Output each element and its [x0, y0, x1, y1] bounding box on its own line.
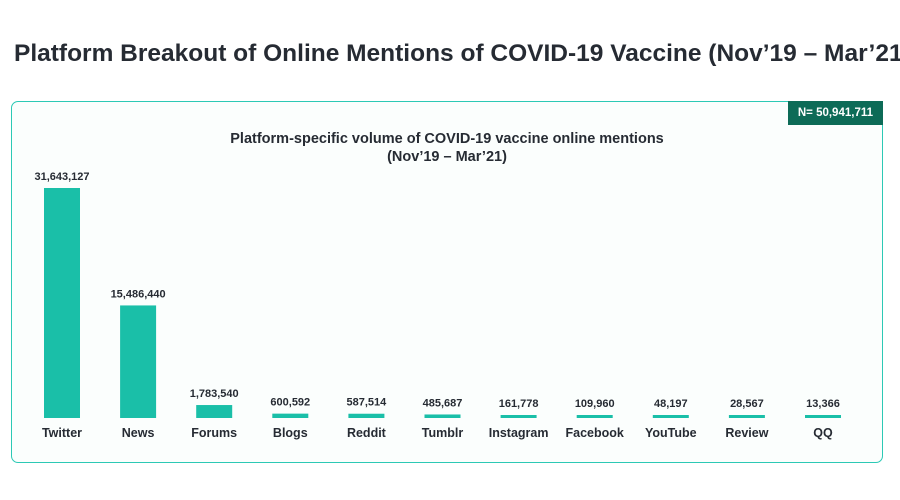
bar-tumblr — [424, 414, 461, 418]
category-label-forums: Forums — [191, 426, 237, 440]
data-label-reddit: 587,514 — [347, 397, 388, 409]
chart-title: Platform-specific volume of COVID-19 vac… — [230, 131, 664, 147]
category-label-tumblr: Tumblr — [422, 426, 464, 440]
category-label-instagram: Instagram — [489, 426, 549, 440]
category-label-twitter: Twitter — [42, 426, 82, 440]
category-label-reddit: Reddit — [347, 426, 387, 440]
bar-qq — [805, 415, 841, 418]
data-label-youtube: 48,197 — [654, 398, 688, 410]
bar-reddit — [348, 413, 385, 418]
chart-panel: N= 50,941,711 Platform-specific volume o… — [11, 101, 883, 463]
data-label-review: 28,567 — [730, 398, 764, 410]
sample-size-badge: N= 50,941,711 — [787, 101, 883, 125]
data-label-instagram: 161,778 — [499, 398, 539, 410]
category-label-blogs: Blogs — [273, 426, 308, 440]
category-label-youtube: YouTube — [645, 426, 697, 440]
data-label-forums: 1,783,540 — [190, 388, 239, 400]
chart-title-block: Platform-specific volume of COVID-19 vac… — [12, 130, 882, 166]
bar-instagram — [500, 415, 537, 418]
bar-news — [120, 305, 157, 418]
category-label-news: News — [122, 426, 155, 440]
data-label-tumblr: 485,687 — [423, 397, 463, 409]
data-label-news: 15,486,440 — [111, 288, 166, 300]
data-label-qq: 13,366 — [806, 398, 840, 410]
chart-subtitle: (Nov’19 – Mar’21) — [387, 149, 507, 165]
bar-facebook — [576, 415, 613, 418]
category-label-review: Review — [725, 426, 768, 440]
data-label-facebook: 109,960 — [575, 398, 615, 410]
bar-forums — [196, 405, 233, 418]
data-label-blogs: 600,592 — [270, 397, 310, 409]
bar-youtube — [652, 415, 689, 418]
bar-review — [728, 415, 765, 418]
bar-blogs — [272, 413, 309, 418]
data-label-twitter: 31,643,127 — [34, 171, 89, 183]
page-title: Platform Breakout of Online Mentions of … — [14, 40, 900, 67]
category-label-qq: QQ — [813, 426, 833, 440]
bar-twitter — [44, 188, 80, 418]
category-label-facebook: Facebook — [566, 426, 624, 440]
